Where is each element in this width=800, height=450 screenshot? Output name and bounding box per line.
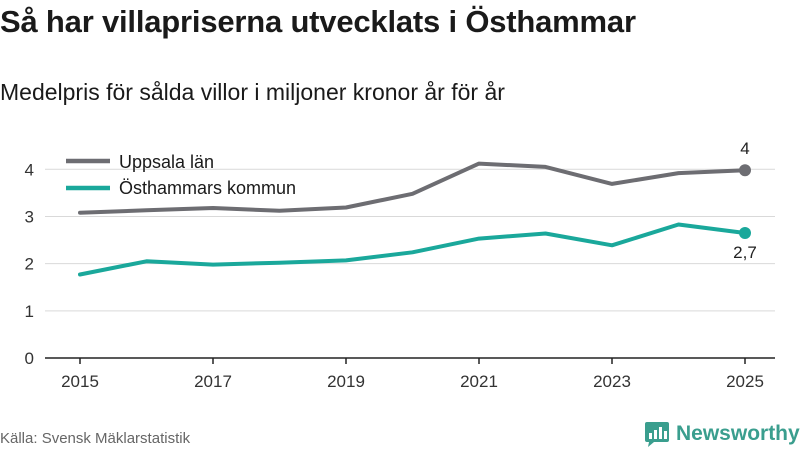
y-tick-label: 0: [25, 349, 34, 368]
grid-lines: [45, 168, 775, 359]
y-tick-label: 4: [25, 160, 34, 179]
x-tick-label: 2017: [194, 372, 232, 391]
end-point-uppsala: [739, 164, 751, 177]
y-axis: 0 1 2 3 4: [25, 160, 34, 368]
series-line-osthammar: [78, 222, 747, 277]
x-tick-label: 2023: [593, 372, 631, 391]
end-label-osthammar: 2,7: [733, 243, 757, 262]
x-axis: 2015 2017 2019 2021 2023 2025: [61, 358, 764, 391]
x-tick-label: 2021: [460, 372, 498, 391]
y-tick-label: 3: [25, 207, 34, 226]
line-chart: 0 1 2 3 4 2015 2017 2019 2021 2023 2025 Uppsala l…: [25, 139, 775, 391]
x-tick-label: 2015: [61, 372, 99, 391]
brand-logo: Newsworthy: [644, 419, 800, 449]
y-tick-label: 2: [25, 255, 34, 274]
series-lines: [78, 161, 751, 277]
y-tick-label: 1: [25, 302, 34, 321]
chart-subtitle: Medelpris för sålda villor i miljoner kr…: [0, 79, 505, 105]
brand-name: Newsworthy: [676, 422, 800, 445]
source-note: Källa: Svensk Mäklarstatistik: [0, 430, 191, 447]
legend-label-osthammar: Östhammars kommun: [119, 178, 296, 198]
series-line-uppsala: [78, 161, 747, 215]
end-labels: 42,7: [733, 139, 757, 262]
x-tick-label: 2019: [327, 372, 365, 391]
legend: Uppsala län Östhammars kommun: [66, 152, 296, 198]
legend-label-uppsala: Uppsala län: [119, 152, 214, 172]
x-tick-label: 2025: [726, 372, 764, 391]
end-label-uppsala: 4: [740, 139, 749, 158]
newsworthy-logo-icon: [645, 422, 669, 447]
chart-title: Så har villapriserna utvecklats i Östham…: [0, 4, 636, 39]
end-point-osthammar: [739, 226, 751, 239]
